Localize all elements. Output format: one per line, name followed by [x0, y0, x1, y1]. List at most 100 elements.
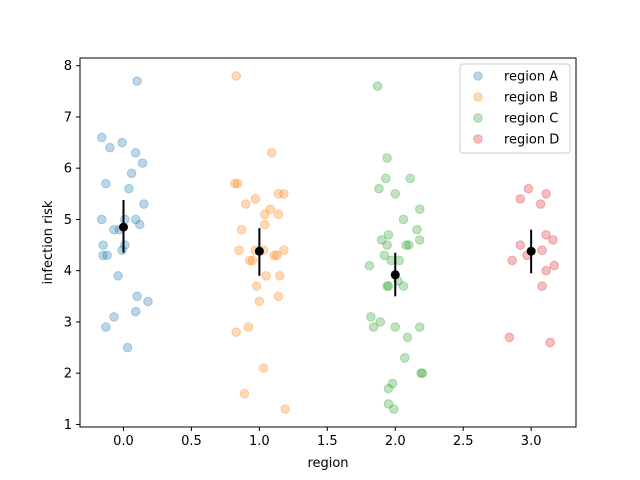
point-series-2-6	[414, 204, 425, 214]
point-series-1-7	[240, 199, 251, 209]
point-series-2-22	[398, 281, 409, 291]
point-series-1-26	[243, 322, 254, 332]
point-series-0-12	[130, 214, 141, 225]
point-series-2-35	[389, 404, 399, 414]
point-series-3-2	[515, 194, 526, 204]
point-series-0-7	[101, 178, 111, 189]
point-series-1-18	[272, 250, 282, 261]
mean-marker-series-2	[390, 270, 400, 280]
x-tick-label: 1.0	[249, 434, 270, 449]
summary-layer	[118, 199, 536, 297]
x-tick-label: 0.0	[113, 434, 134, 449]
legend-label-series-1: region B	[504, 91, 558, 106]
point-series-3-10	[549, 260, 560, 271]
mean-marker-series-1	[254, 246, 264, 256]
y-tick-label: 2	[64, 367, 72, 382]
point-series-2-2	[380, 173, 391, 184]
point-series-2-18	[364, 260, 375, 271]
points-layer	[96, 71, 560, 414]
point-series-0-5	[137, 158, 148, 168]
point-series-2-8	[412, 224, 422, 235]
point-series-1-21	[261, 271, 271, 281]
point-series-2-1	[382, 153, 392, 163]
point-series-1-13	[234, 245, 244, 255]
point-series-1-9	[260, 209, 270, 220]
point-series-3-9	[507, 255, 517, 266]
x-tick-label: 1.5	[317, 434, 338, 449]
point-series-1-30	[280, 404, 290, 414]
point-series-1-5	[279, 189, 289, 199]
point-series-0-9	[139, 199, 149, 209]
point-series-0-0	[132, 76, 142, 86]
point-series-3-4	[541, 230, 551, 240]
legend-label-series-0: region A	[504, 70, 558, 85]
point-series-2-25	[375, 317, 386, 327]
point-series-3-14	[545, 337, 555, 348]
legend-marker-series-0	[473, 71, 483, 81]
point-series-2-9	[383, 230, 394, 240]
point-series-2-10	[376, 235, 387, 245]
point-series-2-15	[379, 250, 390, 261]
mean-marker-series-3	[526, 246, 536, 256]
point-series-1-28	[258, 363, 269, 373]
point-series-2-28	[414, 322, 425, 332]
point-series-1-20	[247, 255, 258, 266]
point-series-3-11	[541, 265, 551, 276]
point-series-1-12	[236, 224, 247, 235]
point-series-2-17	[394, 255, 405, 266]
point-series-0-11	[120, 214, 130, 225]
point-series-1-11	[260, 219, 270, 230]
y-tick-label: 3	[64, 315, 72, 330]
point-series-2-16	[386, 255, 396, 266]
point-series-0-18	[98, 250, 108, 261]
point-series-1-29	[239, 388, 250, 399]
point-series-0-17	[98, 240, 108, 250]
point-series-1-25	[254, 296, 265, 307]
legend-label-series-2: region C	[504, 112, 558, 127]
point-series-0-2	[105, 142, 115, 153]
y-tick-label: 5	[64, 213, 72, 228]
point-series-0-10	[96, 214, 107, 225]
point-series-3-6	[515, 240, 526, 250]
point-series-2-21	[383, 281, 394, 291]
y-axis: 1 2 3 4 5 6 7 8	[64, 59, 80, 433]
point-series-0-19	[102, 250, 112, 261]
point-series-2-14	[404, 240, 414, 250]
legend-marker-series-1	[473, 92, 483, 102]
point-series-2-31	[417, 368, 428, 378]
point-series-1-4	[273, 189, 284, 199]
point-series-1-24	[273, 291, 284, 302]
point-series-2-30	[416, 368, 426, 378]
x-axis-label: region	[307, 456, 348, 471]
point-series-1-10	[273, 209, 284, 220]
legend-marker-series-2	[473, 113, 483, 123]
point-series-1-3	[232, 178, 243, 189]
point-series-2-4	[374, 183, 384, 194]
point-series-0-6	[126, 168, 137, 179]
point-series-1-23	[251, 281, 262, 291]
point-series-1-22	[274, 271, 285, 281]
point-series-1-19	[245, 255, 255, 266]
point-series-3-3	[535, 199, 546, 209]
point-series-0-21	[113, 271, 123, 281]
point-series-3-7	[537, 245, 547, 255]
point-series-0-27	[122, 342, 133, 353]
point-series-0-23	[143, 296, 153, 307]
mean-marker-series-0	[118, 222, 128, 232]
point-series-1-6	[250, 194, 261, 204]
point-series-1-2	[230, 178, 240, 189]
point-series-2-34	[383, 399, 394, 409]
point-series-0-26	[101, 322, 111, 332]
point-series-3-12	[537, 281, 547, 291]
point-series-2-24	[366, 312, 376, 322]
legend-marker-series-3	[473, 134, 483, 144]
x-tick-label: 0.5	[181, 434, 202, 449]
point-series-3-1	[541, 189, 551, 199]
point-series-2-33	[383, 383, 394, 394]
point-series-0-3	[117, 137, 127, 148]
point-series-2-11	[414, 235, 425, 245]
point-series-2-13	[401, 240, 411, 250]
point-series-1-1	[266, 148, 277, 158]
point-series-2-5	[390, 189, 401, 199]
